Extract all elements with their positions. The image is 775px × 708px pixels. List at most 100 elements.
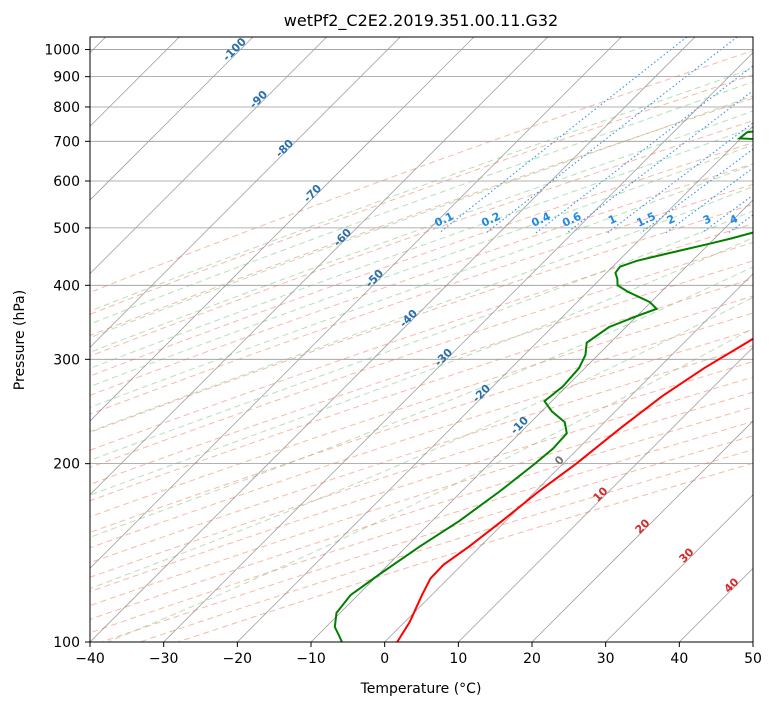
x-tick-label: 50: [744, 651, 762, 667]
isotherm: [458, 346, 753, 642]
dry-adiabat: [90, 120, 753, 357]
y-tick-label: 800: [53, 100, 80, 116]
dry-adiabat: [90, 183, 753, 415]
x-tick-label: 10: [449, 651, 467, 667]
isotherm: [90, 37, 548, 496]
sounding-line: [333, 130, 753, 642]
mixing-ratio-label: 1.5: [635, 210, 658, 230]
x-tick-label: 20: [523, 651, 541, 667]
isotherm: [679, 567, 753, 642]
y-tick-label: 300: [53, 352, 80, 368]
isotherm: [384, 273, 753, 642]
dry-adiabat: [90, 295, 753, 518]
isotherm-label: -80: [273, 137, 296, 160]
moist-adiabat: [90, 81, 753, 325]
axes: −40 −30 −20 −10 0 10 20 30 40 50 100 200 300 400 500 60…: [44, 43, 762, 667]
moist-adiabat: [90, 266, 753, 538]
plot-frame: [89, 36, 754, 643]
isotherm: [90, 37, 696, 642]
x-tick-label: −10: [296, 651, 326, 667]
dry-adiabat: [90, 142, 753, 377]
moist-adiabat: [90, 185, 753, 433]
isotherm: [531, 420, 753, 642]
dry-adiabat: [90, 278, 753, 502]
mixing-ratio-label: 0.1: [433, 210, 456, 230]
mixing-ratio-line: [701, 194, 753, 234]
y-tick-label: 700: [53, 134, 80, 150]
y-tick-label: 600: [53, 174, 80, 190]
isotherm: [90, 37, 622, 569]
moist-adiabat: [90, 163, 753, 408]
mixing-ratio-label: 0.2: [479, 210, 502, 230]
x-tick-label: −30: [149, 651, 179, 667]
isotherm-label: 20: [633, 516, 653, 536]
isotherm-label: 30: [677, 545, 697, 565]
reference-line-labels: -100-90-80-70-60-50-40-30-20-10010203040…: [220, 35, 742, 596]
mixing-ratio-label: 1: [606, 212, 618, 227]
isotherm-label: 10: [591, 484, 611, 504]
y-tick-label: 500: [53, 221, 80, 237]
dry-adiabat: [90, 241, 753, 469]
isotherm-label: -10: [508, 414, 531, 437]
dry-adiabat: [90, 361, 753, 578]
moist-adiabat: [90, 110, 753, 353]
moist-adiabat: [90, 210, 753, 461]
mixing-ratio-label: 3: [701, 212, 713, 227]
moist-adiabat: [90, 296, 753, 590]
moist-adiabat: [90, 95, 753, 339]
dry-adiabat: [90, 329, 753, 549]
y-axis-title: Pressure (hPa): [12, 290, 28, 390]
isotherm-label: -30: [432, 346, 455, 369]
mixing-ratio-line: [438, 37, 688, 234]
isotherm-label: 40: [722, 575, 742, 595]
y-tick-label: 100: [53, 635, 80, 651]
mixing-ratio-line: [535, 65, 753, 234]
dry-adiabat: [90, 50, 753, 293]
x-tick-label: 40: [670, 651, 688, 667]
mixing-ratio-line: [767, 37, 775, 233]
isotherm: [605, 494, 753, 642]
moist-adiabat: [90, 144, 753, 388]
moist-adiabat: [90, 237, 753, 496]
isotherm: [237, 125, 753, 642]
y-tick-label: 200: [53, 457, 80, 473]
isotherm: [163, 52, 753, 642]
isotherm-label: 0: [552, 453, 567, 468]
dry-adiabat: [90, 345, 753, 564]
isotherm: [752, 641, 753, 642]
moist-adiabat: [107, 327, 753, 642]
moist-adiabat: [90, 126, 753, 369]
y-tick-label: 400: [53, 278, 80, 294]
isotherm: [90, 37, 327, 275]
dry-adiabat: [90, 97, 753, 337]
isotherm: [90, 37, 475, 422]
sounding-line: [396, 337, 753, 642]
isotherm: [90, 37, 401, 348]
isotherm-label: -90: [247, 88, 270, 111]
dry-adiabat: [90, 163, 753, 396]
isotherm: [90, 37, 254, 201]
chart-title: wetPf2_C2E2.2019.351.00.11.G32: [284, 11, 558, 31]
y-tick-label: 900: [53, 70, 80, 86]
moist-adiabat: [90, 67, 753, 312]
mixing-ratio-line: [566, 90, 753, 234]
isotherm-label: -40: [397, 307, 420, 330]
dry-adiabat: [90, 74, 753, 315]
dry-adiabat: [90, 312, 753, 533]
sounding-profiles: [333, 130, 753, 642]
dry-adiabat: [101, 435, 753, 642]
x-tick-label: −20: [223, 651, 253, 667]
mixing-ratio-label: 0.4: [529, 210, 552, 230]
x-axis-title: Temperature (°C): [360, 681, 482, 697]
background-reference-lines: [90, 37, 775, 642]
isotherm: [310, 199, 753, 642]
isotherm-label: -50: [363, 267, 386, 290]
dry-adiabat: [90, 391, 753, 607]
mixing-ratio-label: 2: [665, 212, 677, 227]
dry-adiabat: [90, 223, 753, 451]
x-tick-label: −40: [75, 651, 105, 667]
isotherm-label: -70: [301, 182, 324, 205]
y-tick-label: 1000: [44, 43, 80, 59]
dry-adiabat: [90, 203, 753, 433]
